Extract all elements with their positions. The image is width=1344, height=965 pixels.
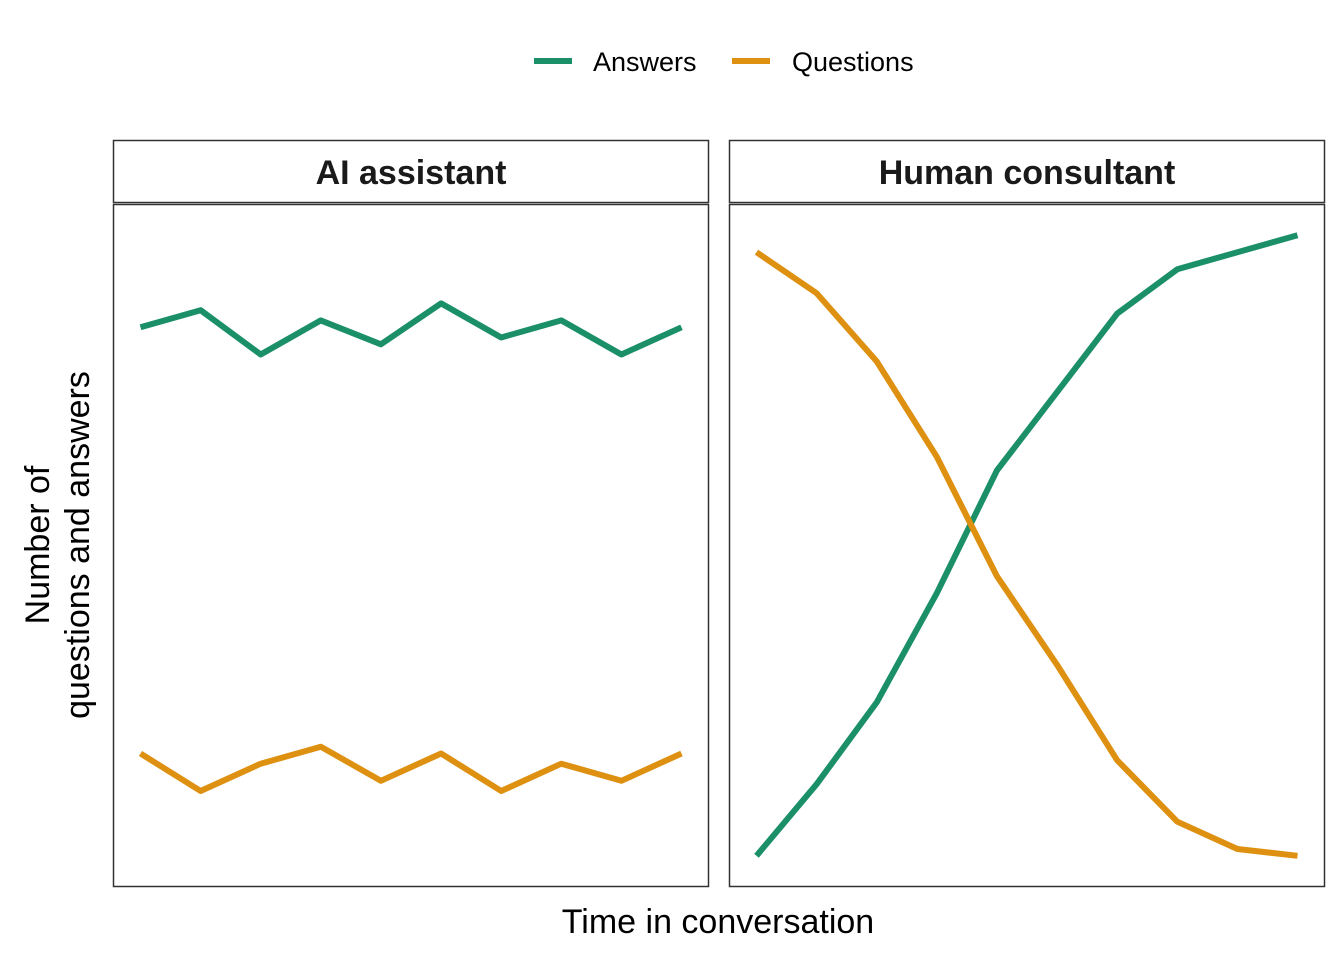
panel-ai-assistant: AI assistant	[112, 139, 710, 888]
series-line-questions	[754, 249, 1298, 859]
y-axis-title-line-1: Number of	[19, 465, 57, 624]
series-line-answers	[754, 232, 1299, 858]
panel-human-consultant: Human consultant	[728, 139, 1326, 888]
plot-area-ai-assistant	[112, 203, 710, 888]
panel-title-human-consultant: Human consultant	[879, 154, 1176, 192]
series-line-answers	[139, 300, 683, 358]
series-group-human-consultant	[754, 232, 1299, 859]
strip-human-consultant	[728, 139, 1326, 204]
legend: Answers Questions	[534, 47, 914, 77]
y-axis-title: Number of questions and answers	[19, 371, 97, 719]
legend-label-questions: Questions	[792, 47, 914, 77]
series-line-questions	[138, 743, 683, 794]
legend-label-answers: Answers	[593, 47, 697, 77]
y-axis-title-line-2: questions and answers	[59, 371, 97, 719]
series-group-ai-assistant	[138, 300, 683, 794]
x-axis-title: Time in conversation	[562, 903, 874, 941]
panel-title-ai-assistant: AI assistant	[316, 154, 507, 192]
strip-ai-assistant	[112, 139, 710, 204]
